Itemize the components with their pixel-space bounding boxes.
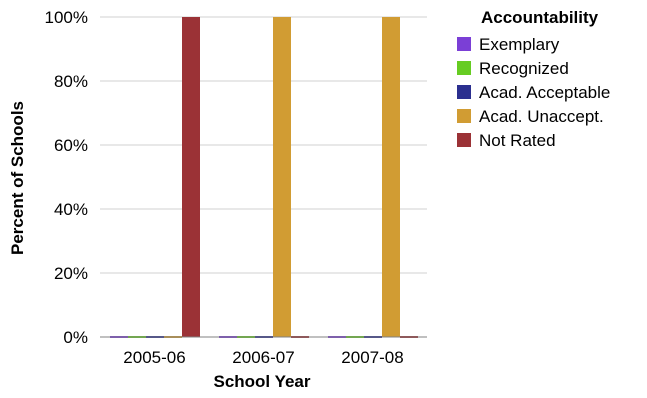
legend: Accountability Exemplary Recognized Acad. … [457,8,610,150]
x-axis-title: School Year [213,372,310,391]
y-tick-label: 100% [45,8,88,27]
legend-swatch [457,85,471,99]
legend-swatch [457,109,471,123]
bars [110,17,418,338]
bar-acad-unaccept-2007-08 [382,17,400,337]
y-tick-labels: 0% 20% 40% 60% 80% 100% [45,8,88,347]
legend-label: Exemplary [479,35,560,54]
y-tick-label: 20% [54,264,88,283]
grid-lines [100,16,427,274]
x-tick-labels: 2005-06 2006-07 2007-08 [123,348,403,367]
y-tick-label: 0% [63,328,88,347]
y-axis-title: Percent of Schools [8,101,27,255]
x-tick-label: 2007-08 [341,348,403,367]
legend-swatch [457,37,471,51]
legend-label: Acad. Unaccept. [479,107,604,126]
y-tick-label: 60% [54,136,88,155]
legend-swatch [457,133,471,147]
y-tick-label: 40% [54,200,88,219]
legend-label: Acad. Acceptable [479,83,610,102]
bar-acad-unaccept-2006-07 [273,17,291,337]
legend-label: Not Rated [479,131,556,150]
x-tick-label: 2005-06 [123,348,185,367]
x-tick-label: 2006-07 [232,348,294,367]
legend-swatch [457,61,471,75]
y-tick-label: 80% [54,72,88,91]
legend-title: Accountability [481,8,599,27]
bar-not-rated-2005-06 [182,17,200,337]
legend-label: Recognized [479,59,569,78]
